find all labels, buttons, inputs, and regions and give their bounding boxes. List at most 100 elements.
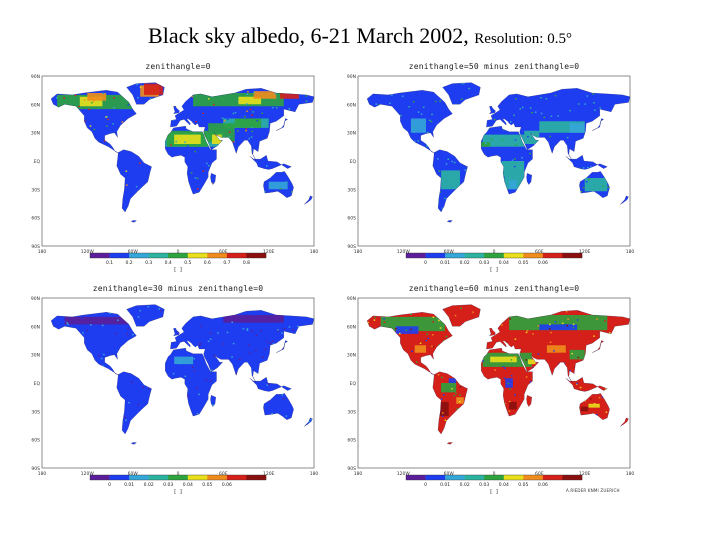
speckle (582, 186, 585, 189)
lat-tick-label: 90S (31, 244, 40, 250)
speckle (78, 95, 80, 97)
scale-tick-label: 0.04 (499, 482, 509, 488)
speckle (504, 367, 506, 370)
speckle (389, 102, 391, 104)
speckle (491, 357, 494, 360)
scale-tick-label: 0.06 (222, 482, 232, 488)
coastline-africa (165, 125, 217, 195)
scale-swatch (464, 253, 485, 258)
coastline-europe-asia (170, 310, 315, 383)
speckle (271, 412, 273, 415)
coastline-south-america (116, 149, 152, 213)
speckle (456, 408, 459, 410)
speckle (485, 142, 487, 144)
speckle (149, 97, 152, 100)
lon-tick-label: 180 (38, 471, 47, 476)
speckle (561, 322, 564, 324)
speckle (609, 332, 611, 334)
scale-swatch (168, 475, 188, 480)
albedo-region (588, 403, 600, 408)
speckle (450, 402, 453, 404)
speckle (282, 397, 285, 400)
speckle (132, 398, 134, 400)
panel-title: zenithangle=0 (145, 62, 211, 71)
coastline-madagascar (526, 395, 532, 407)
speckle (200, 402, 202, 404)
speckle (310, 418, 313, 421)
speckle (137, 316, 140, 318)
speckle (247, 334, 249, 336)
speckle (413, 140, 416, 143)
coastline-greenland (126, 304, 165, 327)
speckle (243, 330, 246, 333)
coastline-new-zealand (304, 417, 313, 427)
speckle (409, 134, 412, 136)
lat-tick-label: EQ (350, 159, 357, 165)
lat-tick-label: 90S (347, 466, 356, 472)
speckle (532, 333, 534, 335)
speckle (285, 415, 288, 417)
speckle (410, 313, 412, 315)
albedo-region (569, 123, 585, 133)
scale-swatch (562, 475, 583, 480)
scale-tick-label: 0.2 (126, 260, 133, 266)
scale-swatch (226, 253, 247, 258)
speckle (566, 324, 568, 327)
speckle (549, 135, 551, 138)
speckle (185, 341, 188, 344)
speckle (226, 118, 229, 121)
speckle (514, 394, 516, 396)
speckle (238, 137, 241, 139)
coastline-antarctica-tip (446, 442, 453, 445)
coastline-uk (173, 106, 180, 115)
speckle (587, 166, 589, 169)
scale-swatch (542, 253, 563, 258)
coastline-japan (276, 118, 288, 131)
speckle (136, 83, 138, 86)
lat-tick-label: 90S (347, 244, 356, 250)
speckle (199, 378, 202, 381)
speckle (488, 351, 491, 353)
speckle (440, 398, 443, 400)
speckle (255, 349, 257, 352)
speckle (308, 421, 311, 423)
lat-tick-label: 30S (347, 409, 356, 415)
speckle (183, 334, 186, 336)
speckle (155, 95, 158, 97)
speckle (116, 330, 118, 332)
speckle (277, 330, 279, 332)
lat-tick-label: 90N (31, 74, 40, 80)
speckle (222, 343, 224, 345)
speckle (81, 317, 83, 319)
speckle (209, 338, 212, 340)
speckle (196, 188, 199, 190)
lat-tick-label: 60N (31, 102, 40, 108)
speckle (527, 136, 529, 138)
speckle (442, 412, 444, 414)
speckle (509, 388, 511, 390)
speckle (438, 319, 440, 322)
speckle (246, 103, 248, 105)
speckle (399, 332, 401, 335)
speckle (221, 98, 224, 100)
scale-tick-label: 0.3 (145, 260, 152, 266)
scale-swatch (148, 253, 169, 258)
speckle (86, 329, 88, 332)
speckle (460, 98, 463, 100)
speckle (432, 316, 435, 318)
scale-swatch (484, 475, 504, 480)
speckle (374, 316, 376, 319)
speckle (521, 106, 524, 109)
speckle (109, 312, 111, 314)
lat-tick-label: 30S (31, 409, 40, 415)
speckle (605, 388, 607, 390)
speckle (290, 415, 292, 418)
speckle (584, 400, 587, 402)
albedo-region (501, 161, 525, 190)
speckle (549, 341, 552, 343)
speckle (195, 121, 197, 123)
speckle (593, 335, 595, 337)
scale-swatch (464, 475, 485, 480)
coastline-japan (592, 340, 604, 353)
speckle (88, 108, 90, 111)
